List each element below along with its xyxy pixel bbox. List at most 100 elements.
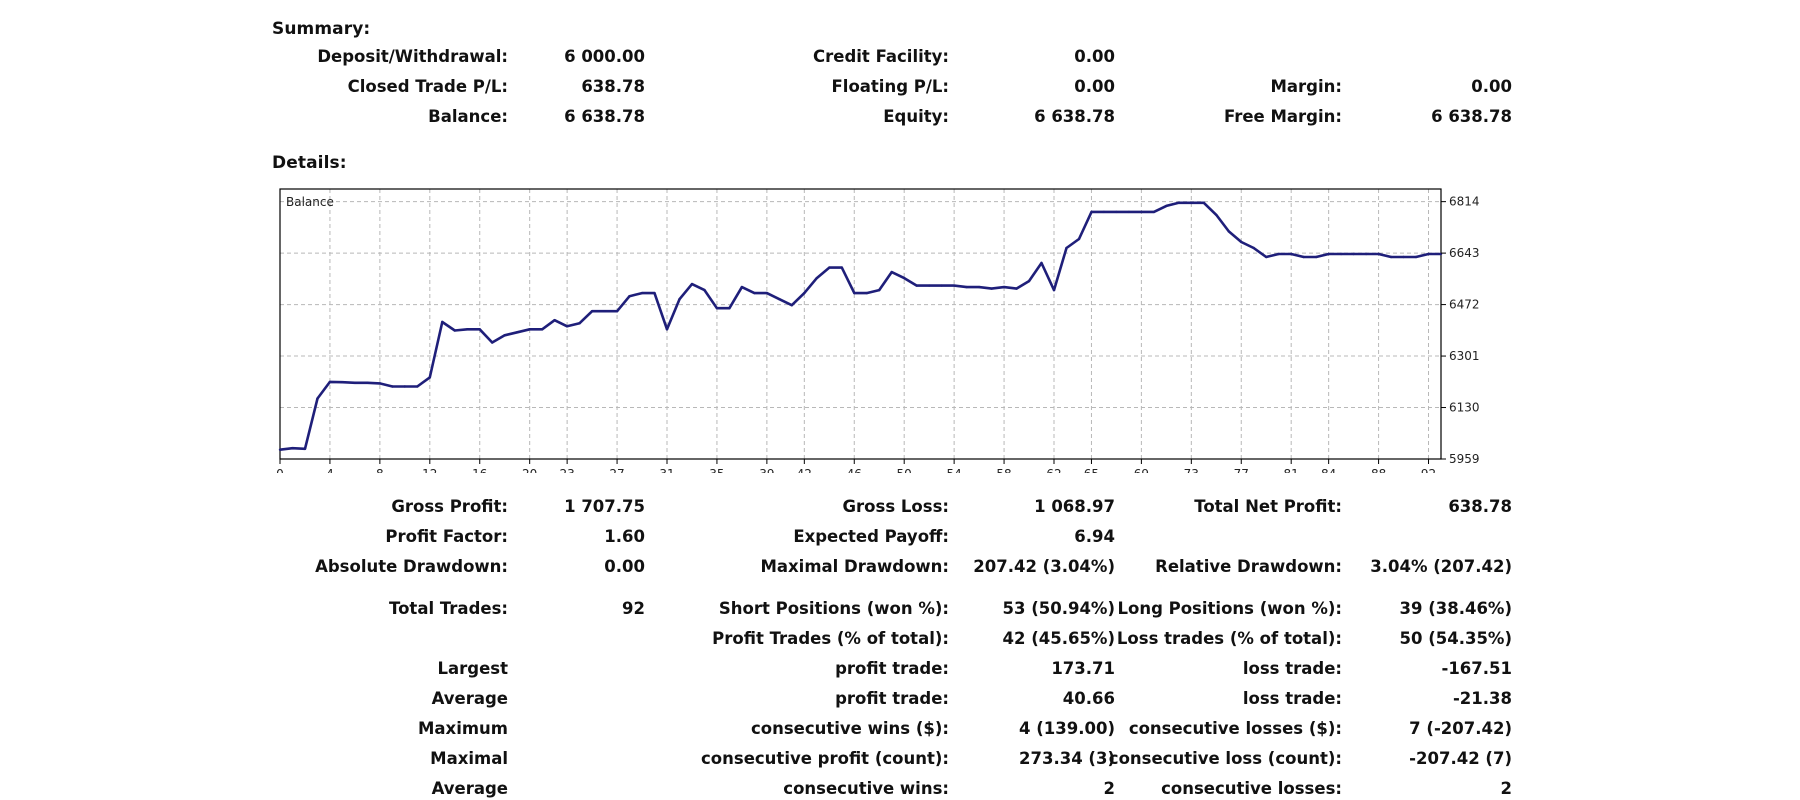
- details-label: Expected Payoff:: [793, 527, 949, 546]
- balance-point: [391, 385, 394, 388]
- details-value: 273.34 (3): [1019, 749, 1115, 768]
- balance-point: [977, 285, 981, 289]
- balance-point: [1140, 210, 1143, 214]
- details-value: 207.42 (3.04%): [973, 557, 1115, 576]
- balance-point: [553, 319, 556, 322]
- x-tick-label: 46: [847, 467, 862, 473]
- summary-value: 0.00: [1471, 77, 1512, 96]
- y-tick-label: 5959: [1449, 452, 1480, 466]
- x-tick-label: 88: [1371, 467, 1386, 473]
- details-value: -21.38: [1452, 689, 1512, 708]
- balance-point: [565, 325, 569, 328]
- x-tick-label: 50: [897, 467, 912, 473]
- balance-point: [1302, 255, 1305, 259]
- summary-label: Balance:: [428, 107, 508, 126]
- balance-point: [1002, 285, 1006, 289]
- details-value: 42 (45.65%): [1002, 629, 1115, 648]
- x-tick-label: 65: [1084, 467, 1099, 473]
- balance-point: [291, 447, 294, 450]
- summary-label: Closed Trade P/L:: [347, 77, 508, 96]
- x-tick-label: 92: [1421, 467, 1436, 473]
- balance-point: [703, 288, 706, 292]
- balance-point: [840, 266, 843, 269]
- details-label: Gross Loss:: [842, 497, 950, 516]
- details-label: consecutive wins:: [783, 779, 949, 798]
- details-value: 50 (54.35%): [1399, 629, 1512, 648]
- details-label: loss trade:: [1242, 659, 1342, 678]
- balance-point: [928, 284, 931, 287]
- balance-point: [428, 376, 431, 379]
- details-title: Details:: [272, 153, 347, 173]
- balance-point: [1352, 252, 1355, 256]
- x-tick-label: 77: [1234, 467, 1249, 473]
- balance-point: [678, 298, 681, 301]
- balance-point: [1315, 255, 1318, 259]
- summary-label: Deposit/Withdrawal:: [317, 47, 508, 66]
- balance-point: [1077, 237, 1081, 241]
- balance-point: [915, 284, 918, 287]
- x-tick-label: 4: [326, 467, 334, 473]
- balance-point: [590, 310, 594, 313]
- balance-point: [1177, 201, 1180, 204]
- details-value: 173.71: [1051, 659, 1115, 678]
- balance-point: [1015, 287, 1018, 290]
- details-label: consecutive wins ($):: [750, 719, 949, 738]
- balance-point: [1290, 252, 1293, 256]
- balance-point: [1102, 210, 1106, 214]
- balance-point: [1240, 240, 1243, 244]
- balance-point: [1265, 255, 1268, 259]
- x-tick-label: 23: [559, 467, 574, 473]
- balance-point: [516, 331, 519, 334]
- summary-label: Equity:: [883, 107, 949, 126]
- details-label: consecutive losses ($):: [1128, 719, 1342, 738]
- summary-value: 0.00: [1074, 47, 1115, 66]
- x-tick-label: 58: [996, 467, 1011, 473]
- balance-point: [765, 291, 769, 295]
- balance-point: [878, 288, 881, 292]
- balance-point: [628, 295, 631, 298]
- x-tick-label: 27: [609, 467, 624, 473]
- balance-point: [341, 381, 344, 384]
- details-label: Gross Profit:: [391, 497, 508, 516]
- summary-value: 6 000.00: [564, 47, 645, 66]
- balance-point: [640, 291, 644, 295]
- details-label: Maximum: [418, 719, 508, 738]
- details-label: Average: [431, 779, 508, 798]
- balance-chart-svg: Balance 0 4 8 12 16 20 23 27 31 35 39 42 46 50 54 58 62 6…: [276, 188, 1480, 473]
- details-label: profit trade:: [835, 689, 949, 708]
- x-tick-label: 31: [659, 467, 674, 473]
- balance-point: [1227, 230, 1230, 233]
- balance-point: [853, 291, 856, 295]
- y-tick-label: 6814: [1449, 195, 1480, 209]
- details-label: Total Trades:: [389, 599, 508, 618]
- summary-label: Credit Facility:: [813, 47, 949, 66]
- details-value: 3.04% (207.42): [1370, 557, 1512, 576]
- details-value: 0.00: [604, 557, 645, 576]
- balance-point: [1090, 210, 1093, 214]
- balance-point: [1127, 210, 1131, 214]
- balance-point: [1115, 210, 1118, 214]
- details-label: Maximal Drawdown:: [760, 557, 949, 576]
- balance-point: [491, 341, 494, 344]
- x-tick-label: 20: [522, 467, 537, 473]
- balance-point: [865, 291, 868, 295]
- balance-point: [1252, 246, 1255, 250]
- details-label: Short Positions (won %):: [718, 599, 949, 618]
- details-value: 7 (-207.42): [1409, 719, 1512, 738]
- summary-value: 6 638.78: [564, 107, 645, 126]
- balance-point: [1364, 252, 1368, 256]
- details-value: 92: [622, 599, 645, 618]
- x-tick-label: 54: [946, 467, 961, 473]
- x-tick-label: 8: [376, 467, 384, 473]
- balance-point: [728, 307, 731, 310]
- x-tick-label: 81: [1284, 467, 1299, 473]
- balance-point: [952, 284, 956, 287]
- balance-point: [316, 397, 319, 400]
- balance-point: [416, 385, 419, 388]
- balance-point: [1152, 210, 1156, 214]
- x-tick-label: 62: [1046, 467, 1061, 473]
- balance-point: [303, 447, 307, 450]
- details-value: 53 (50.94%): [1002, 599, 1115, 618]
- summary-label: Margin:: [1270, 77, 1342, 96]
- balance-point: [541, 328, 544, 331]
